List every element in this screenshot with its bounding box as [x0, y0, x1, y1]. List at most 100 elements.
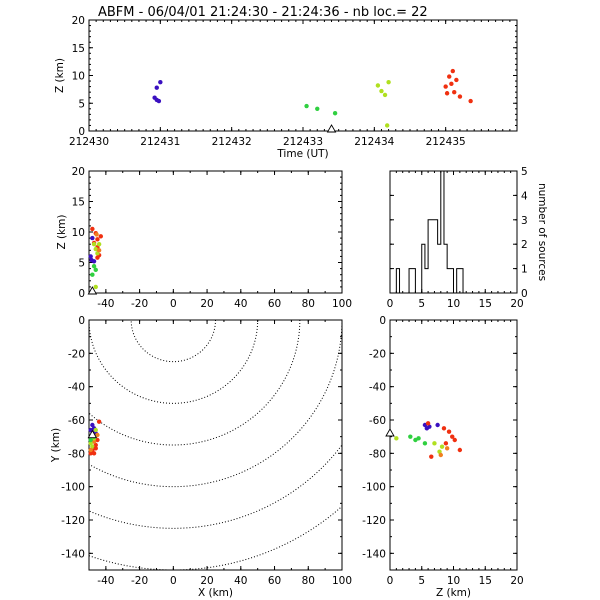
source-point	[91, 259, 97, 264]
source-point	[90, 235, 95, 241]
x-tick-label: 10	[447, 298, 460, 310]
source-point	[95, 437, 100, 443]
source-point	[332, 111, 338, 116]
x-tick-label: 80	[302, 298, 315, 310]
histogram-bar	[438, 244, 441, 293]
y-tick-label: 0	[78, 126, 85, 138]
y-tick-label: 15	[72, 43, 85, 55]
source-point	[457, 94, 463, 99]
y-tick-label: -40	[369, 382, 386, 394]
source-point	[90, 226, 95, 232]
source-point	[90, 272, 95, 277]
x-tick-label: 60	[268, 575, 281, 587]
y-tick-label: -120	[362, 515, 386, 527]
source-point	[91, 263, 97, 269]
station-marker-icon	[87, 286, 98, 295]
y-tick-label: 5	[521, 166, 528, 178]
y-tick-label: 3	[521, 215, 528, 227]
station-marker-icon	[87, 429, 98, 439]
source-point	[449, 81, 454, 87]
x-tick-label: 212433	[283, 136, 323, 148]
x-tick-label: 212430	[69, 136, 109, 148]
source-point	[439, 444, 445, 449]
y-tick-label: 1	[521, 264, 528, 276]
source-point	[438, 452, 443, 458]
x-tick-label: 0	[387, 575, 394, 587]
y-tick-label: -80	[369, 448, 386, 460]
source-point	[468, 98, 473, 104]
source-point	[88, 447, 93, 453]
source-point	[95, 237, 100, 242]
x-tick-label: 5	[418, 298, 425, 310]
source-point	[96, 248, 102, 253]
source-point	[156, 98, 162, 104]
x-tick-label: 15	[479, 575, 492, 587]
x-tick-label: 100	[332, 575, 352, 587]
y-tick-label: -60	[68, 415, 85, 427]
y-tick-label: 15	[72, 197, 85, 209]
source-point	[88, 254, 93, 259]
y-tick-label: 0	[521, 288, 528, 300]
x-tick-label: -20	[131, 575, 148, 587]
source-point	[450, 68, 455, 74]
plot-frame	[88, 319, 343, 571]
source-point	[93, 267, 98, 273]
y-tick-label: 2	[521, 239, 528, 251]
y-tick-label: -100	[362, 482, 386, 494]
x-tick-label: 212432	[212, 136, 252, 148]
source-point	[93, 246, 98, 252]
x-tick-label: 100	[332, 298, 352, 310]
source-point	[425, 421, 431, 426]
source-point	[457, 447, 463, 453]
x-tick-label: 0	[170, 575, 177, 587]
histogram-outline	[390, 170, 517, 294]
x-tick-label: 212431	[140, 136, 180, 148]
x-tick-label: 60	[268, 298, 281, 310]
source-point	[93, 442, 98, 448]
x-tick-label: 0	[170, 298, 177, 310]
source-point	[437, 449, 442, 454]
y-tick-label: -20	[68, 348, 85, 360]
x-tick-label: 15	[479, 298, 492, 310]
y-tick-label: 4	[521, 190, 528, 202]
y-axis-label: Y (km)	[50, 428, 62, 463]
x-tick-label: 20	[200, 298, 213, 310]
y-tick-label: -100	[61, 482, 85, 494]
source-point	[93, 427, 98, 433]
y-axis-label: Z (km)	[54, 58, 66, 93]
y-tick-label: 5	[78, 98, 85, 110]
source-point	[88, 437, 93, 443]
station-marker-icon	[326, 124, 337, 133]
y-tick-label: -120	[61, 515, 85, 527]
y-tick-label: 5	[78, 258, 85, 270]
y-tick-label: -20	[369, 348, 386, 360]
x-tick-label: -40	[97, 298, 114, 310]
x-tick-label: 40	[234, 575, 247, 587]
source-point	[88, 441, 93, 446]
source-point	[95, 255, 100, 260]
plot-frame	[389, 319, 518, 571]
source-point	[375, 83, 381, 88]
x-tick-label: 40	[234, 298, 247, 310]
x-tick-label: -20	[131, 298, 148, 310]
source-point	[435, 422, 440, 428]
source-point	[444, 446, 450, 451]
x-tick-label: 212434	[354, 136, 394, 148]
source-point	[384, 123, 390, 128]
source-point	[96, 419, 102, 424]
plot-frame	[88, 19, 518, 132]
station-marker-icon	[385, 428, 395, 437]
source-point	[382, 92, 388, 98]
y-tick-label: 10	[72, 227, 85, 239]
x-axis-label: X (km)	[198, 587, 233, 599]
source-point	[432, 441, 437, 446]
y-tick-label: 20	[72, 15, 85, 27]
source-point	[394, 436, 399, 441]
x-axis-label: Z (km)	[436, 587, 471, 599]
source-point	[90, 444, 95, 449]
panel-z-y: 0 5 10 15 20 -140 -120 -100 -80 -60 -40 -20 0 Z (km)	[362, 315, 524, 599]
x-tick-label: -40	[97, 575, 114, 587]
y-tick-label: 10	[72, 71, 85, 83]
source-point	[450, 434, 455, 439]
x-tick-label: 80	[302, 575, 315, 587]
